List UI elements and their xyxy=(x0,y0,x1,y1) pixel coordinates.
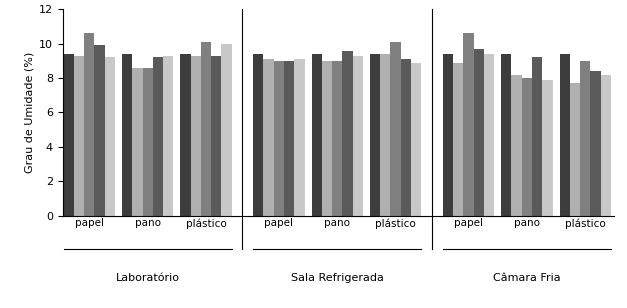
Bar xyxy=(570,83,580,216)
Bar xyxy=(401,59,411,216)
Bar xyxy=(191,56,201,216)
Bar xyxy=(411,63,421,216)
Bar xyxy=(84,33,95,216)
Text: Câmara Fria: Câmara Fria xyxy=(493,274,561,283)
Bar xyxy=(580,61,591,216)
Bar xyxy=(512,75,522,216)
Bar xyxy=(284,61,295,216)
Bar xyxy=(221,44,232,216)
Text: Sala Refrigerada: Sala Refrigerada xyxy=(291,274,384,283)
Bar xyxy=(501,54,512,216)
Bar xyxy=(353,56,363,216)
Bar xyxy=(211,56,221,216)
Bar xyxy=(443,54,453,216)
Bar xyxy=(132,68,142,216)
Bar xyxy=(391,42,401,216)
Bar xyxy=(522,78,532,216)
Bar xyxy=(591,71,601,216)
Text: Laboratório: Laboratório xyxy=(115,274,180,283)
Bar xyxy=(253,54,263,216)
Bar xyxy=(95,45,105,216)
Bar xyxy=(332,61,342,216)
Bar xyxy=(312,54,322,216)
Bar xyxy=(295,59,305,216)
Bar xyxy=(342,51,353,216)
Bar xyxy=(274,61,284,216)
Y-axis label: Grau de Umidade (%): Grau de Umidade (%) xyxy=(24,52,34,173)
Bar xyxy=(263,59,274,216)
Bar xyxy=(322,61,332,216)
Bar xyxy=(105,57,115,216)
Bar xyxy=(532,57,542,216)
Bar xyxy=(201,42,211,216)
Bar xyxy=(180,54,191,216)
Bar xyxy=(122,54,132,216)
Bar xyxy=(63,54,74,216)
Bar xyxy=(153,57,163,216)
Bar xyxy=(370,54,380,216)
Bar xyxy=(74,56,84,216)
Bar xyxy=(601,75,611,216)
Bar xyxy=(463,33,474,216)
Bar xyxy=(484,54,494,216)
Bar xyxy=(142,68,153,216)
Bar xyxy=(474,49,484,216)
Bar xyxy=(559,54,570,216)
Bar xyxy=(163,56,174,216)
Bar xyxy=(453,63,463,216)
Bar xyxy=(542,80,552,216)
Bar xyxy=(380,54,391,216)
